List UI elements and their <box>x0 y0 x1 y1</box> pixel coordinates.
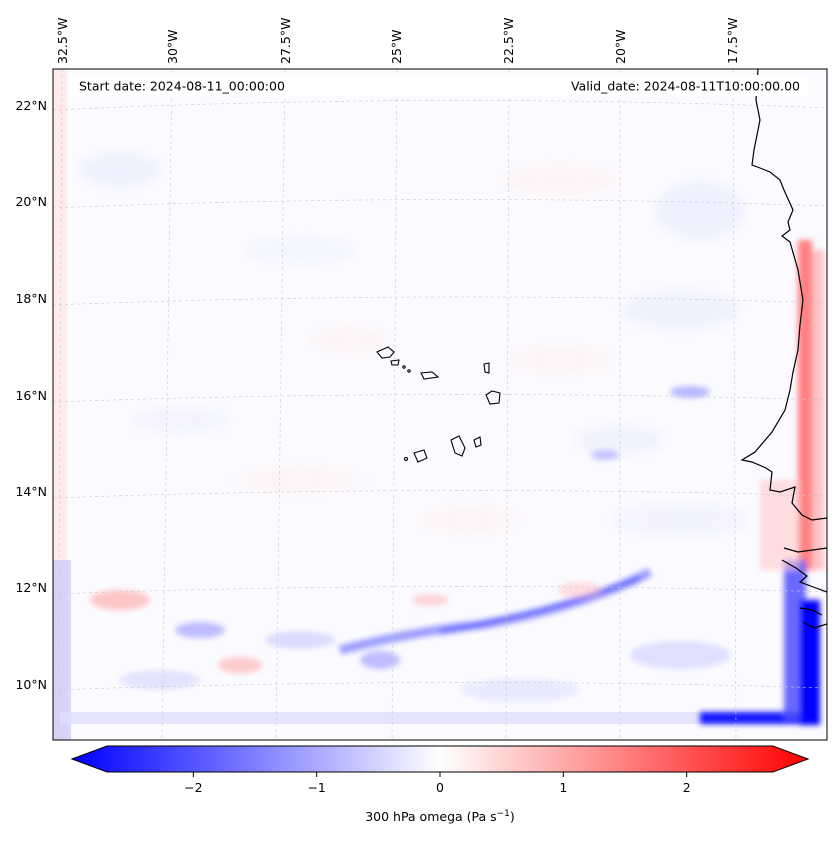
lat-label: 14°N <box>15 484 47 499</box>
colorbar: −2 −1 0 1 2 300 hPa omega (Pa s−1) <box>70 745 810 824</box>
lat-label: 12°N <box>15 580 47 595</box>
valid-date-label: Valid_date: 2024-08-11T10:00:00.00 <box>571 79 800 94</box>
colorbar-tick-label: 0 <box>436 780 444 795</box>
colorbar-ticks: −2 −1 0 1 2 <box>184 772 691 795</box>
colorbar-label-main: 300 hPa omega (Pa s <box>365 809 496 824</box>
lat-label: 10°N <box>15 677 47 692</box>
lat-label: 18°N <box>15 291 47 306</box>
colorbar-label: 300 hPa omega (Pa s−1) <box>365 809 515 824</box>
lon-label: 30°W <box>165 29 180 64</box>
lon-label: 22.5°W <box>501 18 516 64</box>
lon-label: 17.5°W <box>725 18 740 64</box>
coastline <box>740 69 827 629</box>
colorbar-tick-label: −2 <box>184 780 202 795</box>
lon-label: 32.5°W <box>55 18 70 64</box>
lon-label: 25°W <box>389 29 404 64</box>
map-panel: Start date: 2024-08-11_00:00:00 Valid_da… <box>52 68 828 741</box>
longitude-labels: 32.5°W 30°W 27.5°W 25°W 22.5°W 20°W 17.5… <box>55 18 740 64</box>
omega-field <box>53 69 827 740</box>
colorbar-tick-label: 2 <box>683 780 691 795</box>
lat-label: 22°N <box>15 98 47 113</box>
colorbar-label-close: ) <box>510 809 515 824</box>
latitude-labels: 22°N 20°N 18°N 16°N 14°N 12°N 10°N <box>15 98 47 692</box>
colorbar-tick-label: −1 <box>307 780 325 795</box>
lat-label: 16°N <box>15 388 47 403</box>
colorbar-label-exponent: −1 <box>497 809 510 819</box>
lon-label: 27.5°W <box>278 18 293 64</box>
date-banner <box>70 75 808 96</box>
start-date-label: Start date: 2024-08-11_00:00:00 <box>79 79 285 94</box>
lon-label: 20°W <box>613 29 628 64</box>
cape-verde-islands <box>376 346 501 463</box>
lat-label: 20°N <box>15 194 47 209</box>
graticule <box>53 69 827 740</box>
colorbar-tick-label: 1 <box>559 780 567 795</box>
